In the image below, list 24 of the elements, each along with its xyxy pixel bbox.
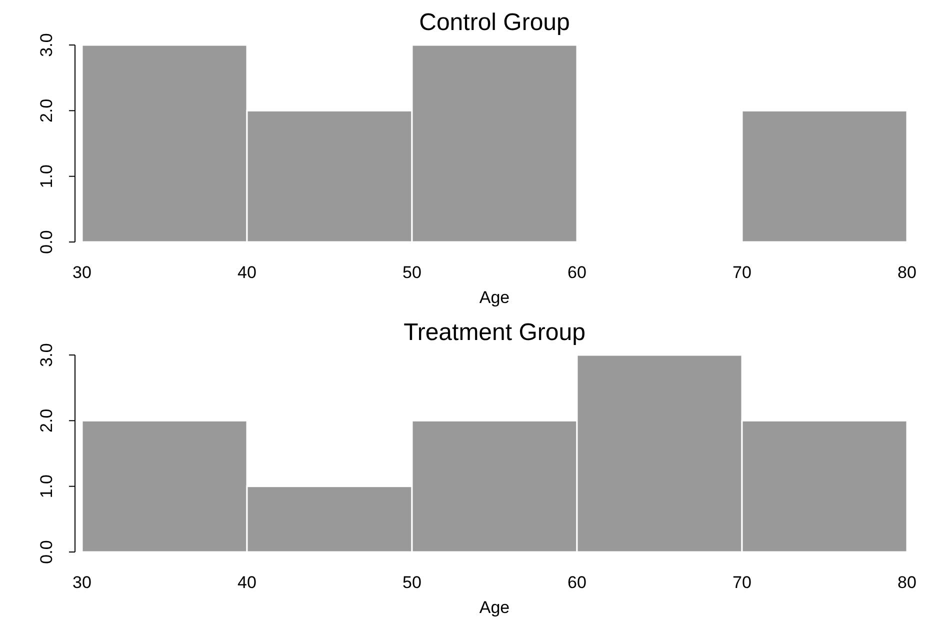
x-tick-label: 40 bbox=[238, 263, 256, 282]
y-tick-label: 2.0 bbox=[37, 98, 56, 122]
x-tick-label: 50 bbox=[402, 573, 422, 592]
x-axis-title: Age bbox=[479, 598, 510, 617]
x-tick-label: 60 bbox=[568, 573, 586, 592]
x-tick-label: 50 bbox=[402, 263, 422, 282]
y-tick-label: 2.0 bbox=[37, 408, 56, 432]
x-tick-label: 80 bbox=[898, 263, 916, 282]
x-tick-label: 70 bbox=[732, 263, 752, 282]
y-tick-label: 1.0 bbox=[37, 164, 56, 188]
x-tick-label: 30 bbox=[72, 263, 92, 282]
y-tick-label: 3.0 bbox=[37, 343, 56, 367]
x-tick-label: 60 bbox=[568, 263, 586, 282]
y-tick-label: 3.0 bbox=[37, 33, 56, 57]
x-tick-label: 80 bbox=[898, 573, 916, 592]
chart-title: Control Group bbox=[419, 9, 570, 36]
chart-title: Treatment Group bbox=[404, 319, 586, 346]
x-tick-label: 70 bbox=[732, 573, 752, 592]
y-tick-label: 1.0 bbox=[37, 474, 56, 498]
x-axis-title: Age bbox=[479, 288, 510, 307]
y-tick-label: 0.0 bbox=[37, 230, 56, 254]
x-tick-label: 40 bbox=[238, 573, 256, 592]
y-tick-label: 0.0 bbox=[37, 540, 56, 564]
x-tick-label: 30 bbox=[72, 573, 92, 592]
